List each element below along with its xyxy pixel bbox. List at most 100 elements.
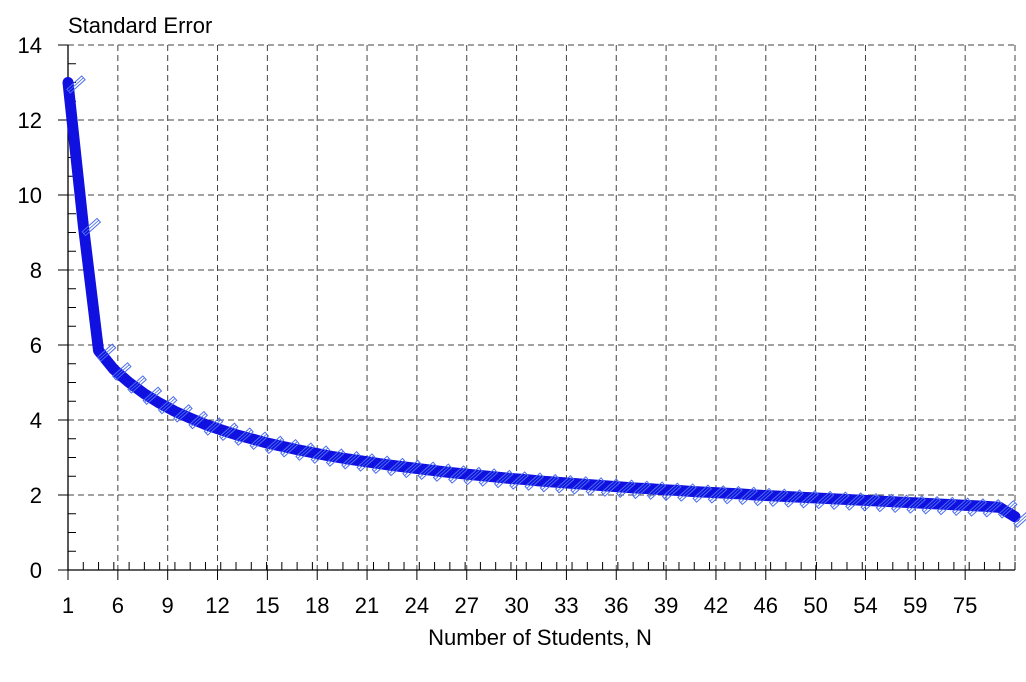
data-point-marker-line [358, 455, 374, 470]
data-point-marker-line [251, 433, 267, 448]
data-point-marker-line [648, 483, 665, 498]
data-point [784, 489, 804, 508]
data-point-marker-line [877, 496, 894, 510]
data-point-marker [386, 457, 407, 477]
data-point-marker [325, 448, 346, 467]
data-point-marker-line [480, 470, 497, 485]
data-point [402, 459, 422, 479]
data-point [600, 478, 621, 497]
series-standard-error [62, 75, 1026, 529]
data-point-marker [493, 469, 514, 489]
x-tick-label: 75 [953, 593, 977, 618]
data-point [493, 469, 514, 489]
data-point-marker [722, 485, 743, 505]
data-point-marker [463, 466, 483, 486]
data-point-marker [692, 484, 713, 503]
data-point [142, 386, 163, 406]
data-point-marker [829, 491, 850, 511]
data-point [982, 498, 1003, 518]
data-point-marker-line [297, 444, 313, 459]
data-point-marker-line [511, 473, 527, 488]
data-point-marker-line [847, 494, 863, 509]
data-point [448, 465, 468, 484]
data-point-marker [616, 479, 636, 499]
data-point-marker [173, 404, 193, 423]
data-point-marker-line [526, 474, 542, 489]
data-point-marker [417, 461, 438, 481]
data-point-marker-line [725, 488, 741, 503]
data-point-marker-line [221, 424, 237, 439]
data-point [463, 466, 483, 486]
x-tick-label: 39 [654, 593, 678, 618]
data-point [341, 450, 361, 470]
data-point-marker [585, 477, 606, 496]
data-point-marker [661, 482, 682, 502]
data-point [768, 488, 789, 508]
data-point-marker [554, 474, 575, 494]
data-point [738, 486, 758, 506]
data-point-marker-line [465, 469, 481, 483]
data-point-marker-line [984, 501, 1001, 516]
data-point-marker [310, 445, 331, 464]
data-point [96, 343, 117, 362]
data-point [127, 375, 147, 394]
x-tick-label: 36 [604, 593, 628, 618]
x-axis-title: Number of Students, N [428, 625, 652, 650]
data-point [1013, 509, 1026, 529]
data-point-marker-line [633, 482, 649, 497]
data-point-marker-line [908, 497, 924, 512]
data-point-marker [432, 463, 453, 482]
x-tick-label: 12 [205, 593, 229, 618]
x-tick-label: 42 [704, 593, 728, 618]
data-point-marker [402, 459, 422, 479]
data-point-marker [234, 427, 254, 446]
x-tick-label: 33 [554, 593, 578, 618]
y-tick-label: 10 [18, 183, 42, 208]
data-point-marker-line [266, 437, 283, 452]
data-point-marker [707, 485, 728, 504]
data-point [280, 438, 300, 458]
data-point [112, 362, 132, 381]
data-point-marker-line [938, 499, 955, 513]
data-point [249, 431, 270, 451]
data-point [295, 442, 315, 461]
data-point-marker-line [373, 457, 390, 472]
data-point-marker-line [404, 461, 420, 476]
y-tick-label: 14 [18, 33, 42, 58]
data-point [722, 485, 743, 505]
data-point-marker [677, 483, 697, 502]
data-point-marker [890, 494, 911, 514]
data-point [890, 494, 911, 514]
data-point [188, 410, 209, 430]
data-point-marker-line [618, 481, 634, 496]
data-point-marker [127, 375, 147, 394]
x-tick-label: 27 [454, 593, 478, 618]
data-point [921, 495, 942, 515]
data-point [631, 480, 651, 500]
data-point [554, 474, 575, 494]
data-point-marker [249, 431, 270, 451]
data-point-marker [768, 488, 789, 508]
data-point [509, 471, 529, 490]
data-point-marker-line [450, 467, 466, 482]
data-point-marker [509, 471, 529, 490]
data-point-marker-line [709, 487, 726, 502]
y-tick-label: 2 [30, 483, 42, 508]
data-point-marker [112, 362, 132, 381]
data-point-marker [341, 450, 361, 470]
data-point-marker-line [144, 388, 161, 403]
data-point [799, 489, 819, 509]
data-point-marker-line [68, 77, 84, 92]
data-point-marker-line [389, 460, 405, 474]
data-point-marker [631, 480, 651, 500]
data-point [692, 484, 713, 503]
data-point [81, 217, 102, 237]
data-point [860, 492, 881, 512]
data-point-marker [142, 386, 163, 406]
data-point [677, 483, 697, 502]
data-point-marker-line [327, 450, 344, 465]
data-point-marker [280, 438, 300, 458]
data-point-marker [738, 486, 758, 506]
